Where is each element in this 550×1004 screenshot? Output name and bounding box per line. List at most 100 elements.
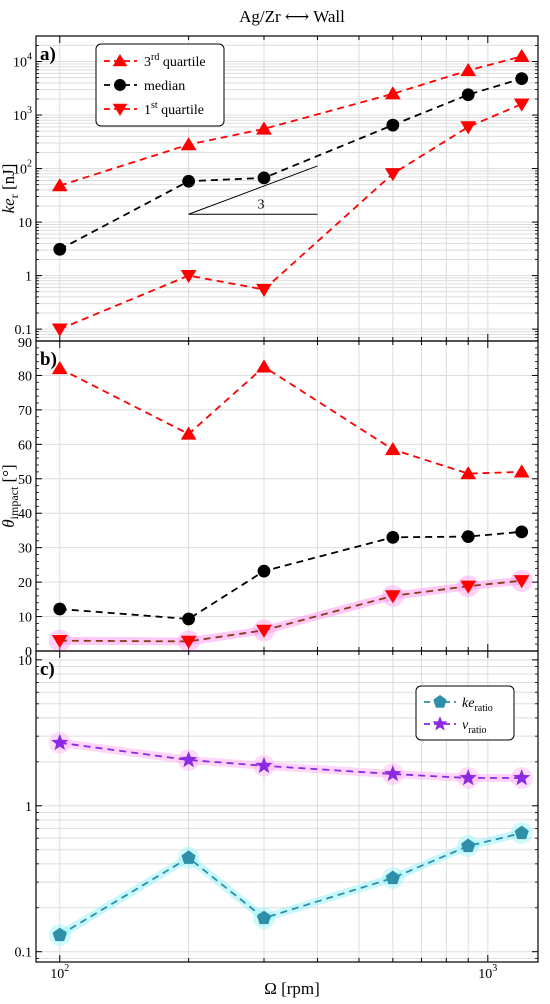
data-point	[384, 765, 402, 782]
y-label-main: ke	[0, 198, 18, 214]
data-point	[51, 733, 69, 751]
data-point	[180, 751, 198, 768]
legend-label-base: 1	[144, 103, 151, 118]
y-tick-base: 10	[13, 56, 27, 71]
data-point	[256, 359, 272, 373]
x-tick-sup: 3	[492, 963, 497, 974]
data-point	[461, 530, 475, 544]
y-tick-label: 104	[13, 52, 32, 71]
y-tick-label: 20	[18, 576, 32, 591]
x-tick-base: 10	[50, 967, 64, 982]
y-tick-base: 10	[18, 654, 32, 669]
series-glow	[55, 738, 526, 782]
data-point	[257, 171, 271, 185]
y-tick-base: 0.1	[15, 946, 33, 961]
y-axis-label: ker [nJ]	[0, 164, 21, 214]
y-label-unit: [°]	[0, 464, 18, 486]
legend-label: vratio	[462, 718, 487, 736]
data-point	[461, 88, 475, 102]
data-point	[180, 635, 197, 649]
y-tick-base: 70	[18, 404, 32, 419]
legend-marker	[114, 79, 126, 91]
y-tick-label: 10	[18, 216, 32, 231]
series-line	[59, 103, 523, 330]
axes-frame	[35, 340, 539, 652]
y-tick-base: 20	[18, 576, 32, 591]
data-point	[257, 564, 271, 578]
slope-label: 3	[258, 197, 265, 212]
data-point	[53, 602, 67, 616]
data-point	[513, 575, 530, 589]
data-point	[460, 62, 477, 77]
y-tick-label: 30	[18, 542, 32, 557]
series-line	[59, 365, 522, 475]
y-tick-base: 0	[25, 645, 32, 660]
data-point	[513, 98, 530, 112]
legend-label: keratio	[462, 696, 493, 714]
y-tick-base: 10	[18, 216, 32, 231]
y-label-unit: [nJ]	[0, 164, 18, 195]
x-tick-sup: 2	[64, 963, 69, 974]
panel-label: c)	[40, 659, 55, 680]
data-point	[384, 590, 401, 604]
data-point	[53, 242, 67, 256]
data-point	[51, 635, 68, 649]
data-point	[181, 850, 196, 864]
data-point	[180, 269, 197, 284]
legend-label-base: 3	[144, 55, 151, 70]
series-glow	[55, 576, 526, 646]
data-point	[51, 361, 68, 375]
data-point	[384, 86, 401, 100]
data-point	[513, 48, 530, 62]
series-line	[59, 741, 522, 779]
data-point	[384, 168, 401, 182]
data-point	[459, 769, 477, 786]
y-label-sub: r	[7, 194, 21, 198]
legend-label-base: median	[144, 79, 185, 94]
data-point	[180, 137, 197, 151]
data-point	[513, 464, 530, 478]
y-tick-base: 10	[13, 109, 27, 124]
legend-label-rest: quartile	[158, 103, 204, 118]
legend-label-sub: ratio	[468, 725, 486, 736]
legend-marker	[112, 54, 128, 67]
y-tick-base: 30	[18, 542, 32, 557]
y-tick-label: 0.1	[15, 323, 33, 338]
legend-marker	[433, 695, 447, 708]
data-point	[385, 870, 400, 885]
data-point	[256, 624, 272, 638]
data-point	[514, 825, 529, 840]
legend-marker	[432, 716, 448, 731]
series-line	[59, 579, 522, 643]
y-label-main: θ	[0, 519, 18, 527]
y-tick-label: 40	[18, 507, 32, 522]
series-line	[59, 55, 522, 187]
figure-title: Ag/Zr ⟷ Wall	[239, 7, 345, 26]
data-point	[255, 756, 273, 774]
y-tick-base: 1	[25, 800, 32, 815]
data-point	[180, 426, 197, 440]
y-tick-base: 60	[18, 438, 32, 453]
data-point	[182, 174, 195, 188]
panel-label: a)	[40, 44, 56, 65]
data-point	[256, 121, 272, 135]
series-line	[59, 530, 522, 620]
legend-label-sup: rd	[151, 52, 159, 63]
series-line	[59, 832, 522, 936]
slope-line	[188, 165, 318, 215]
y-tick-label: 10	[18, 611, 32, 626]
data-point	[386, 118, 400, 132]
legend-label-rest: quartile	[159, 55, 205, 70]
y-tick-label: 1	[25, 800, 32, 815]
legend-box	[95, 43, 225, 127]
data-point	[515, 72, 529, 85]
y-tick-base: 90	[18, 336, 32, 351]
y-tick-label: 0	[25, 645, 32, 660]
axes-frame	[35, 650, 539, 963]
y-tick-label: 90	[18, 336, 32, 351]
y-tick-sup: 3	[27, 105, 32, 116]
y-label-sub: impact	[7, 486, 21, 519]
